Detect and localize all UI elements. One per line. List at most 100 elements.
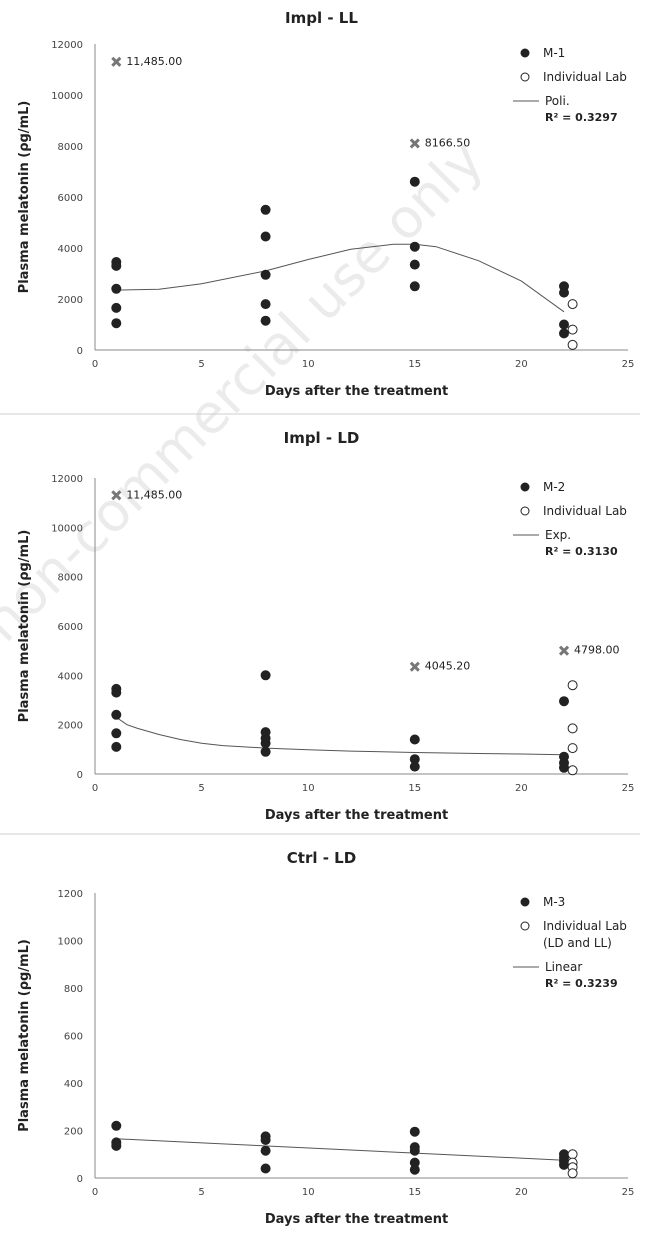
data-point-filled xyxy=(409,761,420,772)
outlier-marker-stroke xyxy=(111,56,122,67)
x-tick-label: 20 xyxy=(515,1187,528,1198)
outlier-label: 11,485.00 xyxy=(126,488,182,501)
x-tick-label: 15 xyxy=(408,359,421,370)
data-point-filled xyxy=(409,241,420,252)
data-point-filled xyxy=(409,1164,420,1175)
chart-title: Impl - LL xyxy=(285,9,358,27)
legend-label-line: Individual Lab xyxy=(543,504,627,518)
chart-panel-3: Ctrl - LD 0 5 10 15 20 25 0 200 400 600 800 1000 1200… xyxy=(17,849,634,1227)
outlier-label: 8166.50 xyxy=(425,136,471,149)
data-point-filled xyxy=(559,328,569,339)
data-point-filled xyxy=(559,287,569,298)
data-point-open xyxy=(567,743,578,754)
x-tick-label: 25 xyxy=(622,1187,635,1198)
y-tick-label: 0 xyxy=(77,346,83,357)
x-tick-label: 25 xyxy=(622,783,635,794)
x-axis-label: Days after the treatment xyxy=(265,384,448,399)
x-tick-label: 0 xyxy=(92,783,98,794)
legend: M-3 Individual Lab (LD and LL) Linear R² = 0… xyxy=(513,895,627,990)
data-point-filled xyxy=(111,318,122,329)
chart-panel-2: Impl - LD 0 5 10 15 20 25 0 2000 4000 6000 8000 1000… xyxy=(17,429,634,823)
legend-label-line: M-3 xyxy=(543,895,565,909)
legend: M-1 Individual Lab Poli. R² = 0.3297 xyxy=(513,46,627,124)
data-point-filled xyxy=(260,204,271,215)
data-point-open xyxy=(567,324,578,335)
y-tick-label: 10000 xyxy=(51,91,83,102)
y-tick-label: 12000 xyxy=(51,40,83,51)
y-tick-label: 12000 xyxy=(51,474,83,485)
outlier-label: 11,485.00 xyxy=(126,55,182,68)
data-point-filled xyxy=(260,1135,271,1145)
data-point-open xyxy=(567,680,578,691)
y-tick-label: 0 xyxy=(77,770,83,781)
y-tick-label: 1200 xyxy=(58,889,83,900)
legend-marker-filled xyxy=(520,897,530,907)
legend-marker-open xyxy=(520,921,530,931)
y-tick-label: 6000 xyxy=(58,193,83,204)
y-tick-label: 800 xyxy=(64,984,83,995)
y-axis-label: Plasma melatonin (ρg/mL) xyxy=(17,530,32,723)
legend-label-line: M-2 xyxy=(543,480,565,494)
data-point-open xyxy=(567,299,578,310)
outlier-label: 4798.00 xyxy=(574,644,620,657)
chart-title: Impl - LD xyxy=(284,429,360,447)
trendline xyxy=(116,243,565,313)
y-tick-label: 600 xyxy=(64,1032,83,1043)
y-axis-label: Plasma melatonin (ρg/mL) xyxy=(17,101,32,294)
x-tick-label: 20 xyxy=(515,359,528,370)
r-squared-label: R² = 0.3239 xyxy=(545,977,618,990)
data-point-filled xyxy=(409,176,420,187)
legend-label: M-2 xyxy=(543,480,565,494)
data-point-filled xyxy=(111,728,122,739)
legend-label: Individual Lab xyxy=(543,70,627,84)
y-tick-label: 400 xyxy=(64,1079,83,1090)
y-tick-label: 2000 xyxy=(58,295,83,306)
outlier-marker xyxy=(409,138,420,149)
data-point-filled xyxy=(559,762,569,773)
y-tick-label: 8000 xyxy=(58,573,83,584)
data-point-open xyxy=(567,339,578,350)
watermark: For non-commercial use only xyxy=(0,128,496,725)
y-tick-label: 2000 xyxy=(58,721,83,732)
data-point-filled xyxy=(111,709,122,720)
x-tick-label: 5 xyxy=(198,1187,204,1198)
x-tick-label: 0 xyxy=(92,1187,98,1198)
trendline xyxy=(116,1138,565,1161)
legend-label-line: Individual Lab xyxy=(543,919,627,933)
outlier-marker-stroke xyxy=(558,645,570,656)
outlier-marker-stroke xyxy=(111,490,122,501)
data-point-filled xyxy=(260,738,271,749)
data-point-open xyxy=(567,765,578,776)
legend-marker-filled xyxy=(520,482,530,492)
data-point-filled xyxy=(260,670,271,681)
y-tick-label: 1000 xyxy=(58,937,83,948)
legend-label: Individual Lab xyxy=(543,504,627,518)
data-point-filled xyxy=(260,1163,271,1174)
y-tick-label: 8000 xyxy=(58,142,83,153)
outlier-marker xyxy=(558,645,570,656)
legend-marker-filled xyxy=(520,48,530,58)
data-point-filled xyxy=(111,302,122,313)
data-point-filled xyxy=(559,696,569,707)
legend-marker-open xyxy=(520,506,530,516)
y-tick-label: 10000 xyxy=(51,523,83,534)
x-tick-label: 15 xyxy=(408,1187,421,1198)
x-axis-label: Days after the treatment xyxy=(265,808,448,823)
chart-panel-1: Impl - LL 0 5 10 15 20 25 0 2000 4000 6000 8000 1000… xyxy=(17,9,634,399)
data-point-filled xyxy=(260,269,271,280)
data-point-open xyxy=(567,1168,578,1179)
data-point-filled xyxy=(260,299,271,310)
x-tick-label: 5 xyxy=(198,359,204,370)
data-point-filled xyxy=(559,1159,569,1170)
x-axis-label: Days after the treatment xyxy=(265,1212,448,1227)
y-tick-label: 4000 xyxy=(58,244,83,255)
outlier-marker xyxy=(111,490,122,501)
r-squared-label: R² = 0.3130 xyxy=(545,545,618,558)
outlier-marker xyxy=(111,56,122,67)
x-tick-label: 25 xyxy=(622,359,635,370)
x-tick-label: 10 xyxy=(302,1187,315,1198)
y-axis-label: Plasma melatonin (ρg/mL) xyxy=(17,939,32,1132)
outlier-marker-stroke xyxy=(409,138,420,149)
x-tick-label: 10 xyxy=(302,359,315,370)
